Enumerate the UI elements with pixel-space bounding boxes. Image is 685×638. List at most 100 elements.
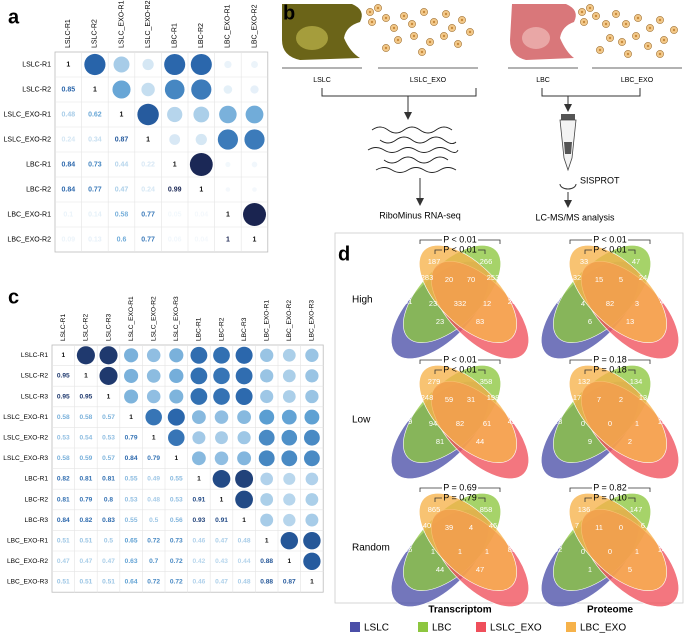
- sample-label: LSLC: [313, 77, 331, 84]
- corr-value: 0.46: [192, 579, 205, 586]
- corr-value: 0.63: [125, 558, 138, 565]
- venn-count: 33: [580, 257, 588, 266]
- exosome-core: [620, 40, 624, 44]
- corr-circle: [252, 187, 257, 192]
- venn-count: 20: [445, 275, 453, 284]
- row-label: LBC_EXO-R2: [7, 558, 48, 565]
- corr-circle: [305, 493, 319, 506]
- exosome: [656, 16, 664, 24]
- corr-value: 0.05: [168, 211, 182, 218]
- corr-circle: [84, 53, 106, 76]
- venn-count: 9: [588, 437, 592, 446]
- venn-count: 854: [508, 545, 521, 554]
- corr-circle: [260, 348, 274, 362]
- venn-count: 0: [581, 419, 585, 428]
- rna-strands: [367, 126, 459, 173]
- legend-label: LBC_EXO: [580, 623, 626, 634]
- corr-value: 0.93: [192, 517, 205, 524]
- venn-count: 13: [639, 393, 647, 402]
- exosome: [390, 24, 398, 32]
- corr-value: 1: [93, 86, 97, 93]
- corr-circle: [260, 369, 274, 383]
- exosome: [410, 32, 418, 40]
- venn-count: 136: [658, 417, 671, 426]
- corr-value: 0.95: [57, 393, 70, 400]
- corr-value: 1: [265, 537, 269, 544]
- venn: 132 134 128 136 17 7 2 13 0 0 1 9 2 9: [540, 364, 680, 480]
- corr-value: 0.48: [238, 537, 251, 544]
- corr-circle: [113, 56, 130, 73]
- venn-count: 858: [480, 505, 493, 514]
- exosome: [466, 28, 474, 36]
- exosome-core: [636, 16, 640, 20]
- corr-value: 0.48: [147, 496, 160, 503]
- p-bracket: [584, 249, 636, 254]
- panel-letter: a: [8, 6, 20, 28]
- corr-circle: [283, 472, 296, 485]
- corr-circle: [237, 431, 251, 445]
- venn-count: 7: [575, 521, 579, 530]
- corr-circle: [283, 493, 296, 506]
- exosome: [670, 26, 678, 34]
- venn-count: 1: [431, 547, 435, 556]
- corr-circle: [190, 53, 212, 76]
- corr-value: 0.53: [57, 434, 70, 441]
- corr-value: 0.95: [79, 393, 92, 400]
- corr-value: 0.59: [79, 455, 92, 462]
- column-label: LBC-R3: [241, 317, 248, 341]
- corr-value: 1: [199, 186, 203, 193]
- row-label: LBC-R3: [25, 517, 49, 524]
- exosome: [458, 16, 466, 24]
- p-value: P = 0.10: [593, 492, 627, 502]
- venn: 279 358 279 429 248 59 31 198 94 82 61 81 44 59: [390, 364, 530, 480]
- venn-count: 187: [428, 257, 441, 266]
- column-label: LSLC-R3: [105, 314, 112, 341]
- corr-value: 0.73: [170, 537, 183, 544]
- row-label: LSLC-R2: [21, 373, 48, 380]
- p-value: P < 0.01: [443, 244, 477, 254]
- exosome-core: [614, 12, 618, 16]
- exosome-core: [396, 38, 400, 42]
- corr-value: 1: [226, 236, 230, 243]
- corr-value: 0.48: [238, 579, 251, 586]
- venn-count: 5: [628, 565, 632, 574]
- column-label: LBC-R1: [196, 317, 203, 341]
- corr-value: 0.53: [170, 496, 183, 503]
- corr-circle: [76, 346, 95, 365]
- corr-circle: [260, 472, 274, 486]
- column-label: LBC-R1: [172, 23, 179, 48]
- p-value: P < 0.01: [593, 234, 627, 244]
- corr-value: 0.55: [125, 517, 138, 524]
- exosome-core: [412, 34, 416, 38]
- exosome: [442, 10, 450, 18]
- corr-value: 1: [226, 211, 230, 218]
- legend-label: LBC: [432, 623, 451, 634]
- corr-circle: [243, 203, 266, 226]
- venn-count: 47: [476, 565, 484, 574]
- row-label: LSLC-R3: [21, 393, 48, 400]
- corr-circle: [260, 513, 274, 527]
- p-bracket: [434, 369, 486, 374]
- corr-value: 0.6: [117, 236, 127, 243]
- corr-value: 0.88: [260, 579, 273, 586]
- corr-circle: [260, 493, 274, 506]
- exosome: [366, 8, 374, 16]
- venn-set: [418, 244, 518, 344]
- venn-count: 262: [508, 297, 521, 306]
- corr-circle: [303, 552, 321, 570]
- exosome: [612, 10, 620, 18]
- corr-value: 0.87: [115, 136, 129, 143]
- corr-value: 0.72: [147, 537, 160, 544]
- nucleus: [522, 27, 550, 49]
- corr-circle: [223, 85, 233, 94]
- row-label: LSLC_EXO-R3: [3, 455, 48, 462]
- corr-value: 0.5: [149, 517, 158, 524]
- corr-circle: [281, 450, 298, 467]
- arrow: [404, 112, 412, 120]
- venn-count: 81: [436, 437, 444, 446]
- corr-value: 0.24: [61, 136, 75, 143]
- corr-value: 0.24: [141, 186, 155, 193]
- exosome: [646, 24, 654, 32]
- venn-count: 132: [578, 377, 591, 386]
